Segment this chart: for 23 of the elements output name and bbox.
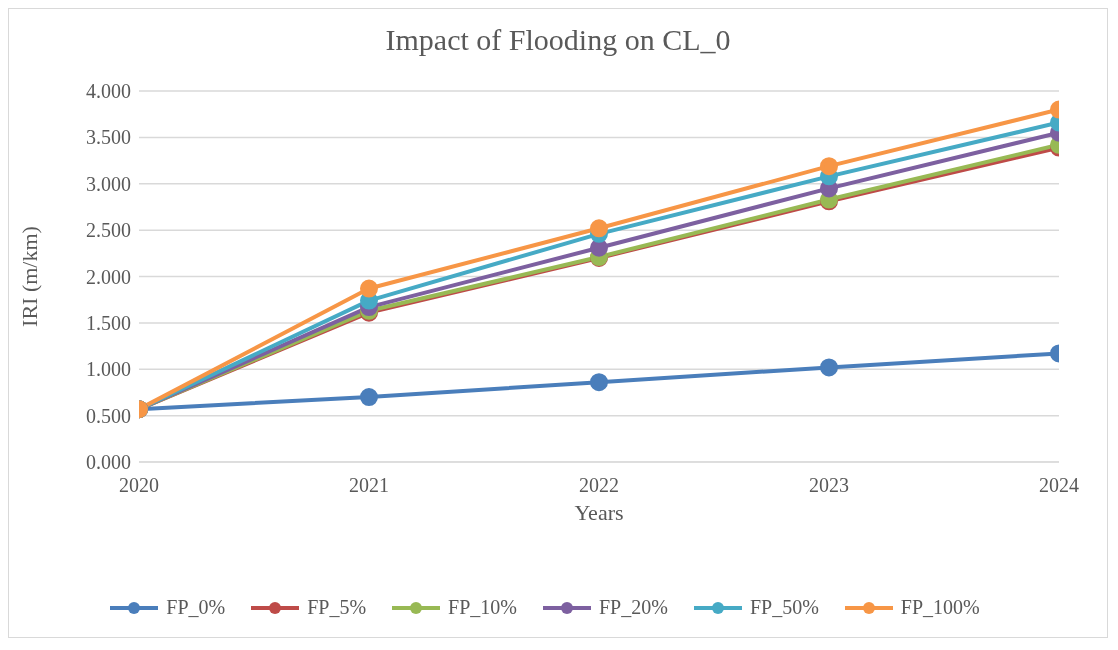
x-tick-label: 2024 — [1039, 474, 1079, 497]
legend-label: FP_100% — [899, 596, 980, 619]
y-tick-label: 0.000 — [86, 451, 131, 474]
x-axis-title: Years — [574, 500, 624, 525]
x-tick-label: 2022 — [579, 474, 619, 497]
legend-label: FP_10% — [447, 596, 517, 619]
chart-title: Impact of Flooding on CL_0 — [384, 22, 732, 58]
legend-label: FP_0% — [165, 596, 226, 619]
x-tick-label: 2023 — [809, 474, 849, 497]
y-tick-label: 0.500 — [86, 404, 131, 427]
y-tick-label: 1.000 — [86, 358, 131, 381]
y-tick-label: 3.500 — [86, 126, 131, 149]
y-tick-label: 4.000 — [86, 80, 131, 103]
legend-label: FP_20% — [598, 596, 668, 619]
y-tick-label: 2.000 — [86, 265, 131, 288]
y-tick-label: 3.000 — [86, 172, 131, 195]
x-tick-label: 2020 — [119, 474, 159, 497]
y-tick-label: 2.500 — [86, 219, 131, 242]
legend-label: FP_50% — [748, 596, 819, 619]
y-axis-title: IRI (m/km) — [16, 226, 42, 327]
legend-label: FP_5% — [306, 596, 367, 619]
y-tick-label: 1.500 — [86, 311, 131, 334]
x-tick-label: 2021 — [349, 474, 389, 497]
